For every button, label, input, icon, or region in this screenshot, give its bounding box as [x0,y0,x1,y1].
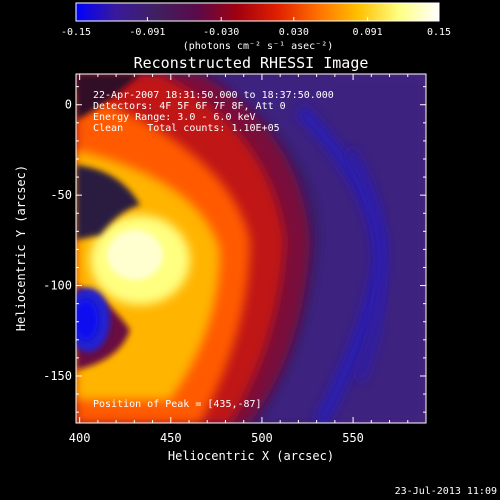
info-time-range: 22-Apr-2007 18:31:50.000 to 18:37:50.000 [93,90,334,101]
colorbar-tick-label: -0.15 [61,27,91,38]
y-tick-label: -100 [43,279,72,293]
info-energy: Energy Range: 3.0 - 6.0 keV [93,112,256,123]
colorbar-tick-label: 0.091 [353,27,383,38]
y-tick-label: 0 [65,98,72,112]
colorbar-tick-label: 0.030 [279,27,309,38]
info-clean: Clean Total counts: 1.10E+05 [93,123,280,134]
colorbar-tick-label: -0.091 [129,27,165,38]
x-axis-ticks: 400 450 500 550 [69,74,427,445]
colorbar [75,2,440,22]
footer-timestamp: 23-Jul-2013 11:09 [395,486,497,497]
y-axis-label: Heliocentric Y (arcsec) [14,165,28,331]
x-tick-label: 400 [69,431,91,445]
heatmap-image [76,74,426,423]
colorbar-ticks: -0.15 -0.091 -0.030 0.030 0.091 0.15 [61,17,451,38]
colorbar-tick-label: -0.030 [203,27,239,38]
colorbar-tick-label: 0.15 [427,27,451,38]
plot-frame [75,73,427,424]
y-tick-label: -150 [43,369,72,383]
y-axis-ticks: 0 -50 -100 -150 [43,86,426,413]
info-detectors: Detectors: 4F 5F 6F 7F 8F, Att 0 [93,101,286,112]
x-axis-label: Heliocentric X (arcsec) [168,449,334,463]
x-tick-label: 450 [160,431,182,445]
info-peak: Position of Peak = [435,-87] [93,399,262,410]
y-tick-label: -50 [50,188,72,202]
chart-title: Reconstructed RHESSI Image [134,54,369,72]
x-tick-label: 550 [342,431,364,445]
x-tick-label: 500 [251,431,273,445]
colorbar-unit-label: (photons cm⁻² s⁻¹ asec⁻²) [183,41,334,52]
